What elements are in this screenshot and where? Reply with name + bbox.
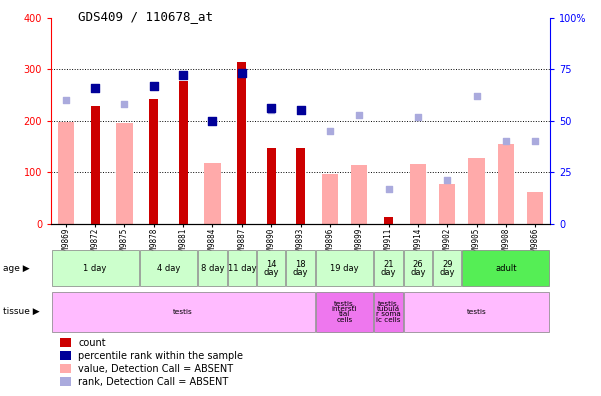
Point [266, 105, 276, 112]
Bar [178, 81, 188, 224]
Bar [322, 174, 338, 224]
Point [296, 107, 305, 114]
Bar [58, 122, 74, 224]
Point [149, 83, 159, 89]
Bar [498, 144, 514, 224]
Bar [228, 250, 256, 286]
Bar [52, 250, 138, 286]
Bar [52, 292, 314, 332]
Bar [139, 250, 197, 286]
Point [90, 85, 100, 91]
Text: testis,
tubula
r soma
ic cells: testis, tubula r soma ic cells [376, 301, 401, 323]
Bar [410, 164, 426, 224]
Bar [204, 163, 221, 224]
Point [208, 118, 218, 124]
Text: 18
day: 18 day [293, 260, 308, 277]
Point [120, 101, 129, 107]
Text: percentile rank within the sample: percentile rank within the sample [78, 350, 243, 361]
Point [472, 93, 481, 99]
Bar [374, 250, 403, 286]
Bar [117, 123, 132, 224]
Bar [404, 292, 549, 332]
Point [61, 97, 70, 103]
Point [296, 107, 305, 114]
Text: 14
day: 14 day [263, 260, 279, 277]
Bar [257, 250, 285, 286]
Point [501, 138, 511, 145]
Bar [469, 158, 484, 224]
Bar [527, 192, 543, 224]
Bar [374, 292, 403, 332]
Text: 26
day: 26 day [410, 260, 426, 277]
Point [413, 114, 423, 120]
Point [237, 70, 246, 76]
Point [383, 186, 393, 192]
Bar [433, 250, 462, 286]
Bar [316, 292, 373, 332]
Bar [351, 165, 367, 224]
Text: age ▶: age ▶ [3, 264, 29, 273]
Text: 1 day: 1 day [84, 264, 107, 273]
Point [442, 177, 452, 184]
Bar [287, 250, 314, 286]
Point [266, 107, 276, 114]
Text: value, Detection Call = ABSENT: value, Detection Call = ABSENT [78, 364, 233, 374]
Bar [404, 250, 432, 286]
Point [325, 128, 335, 134]
Text: GDS409 / 110678_at: GDS409 / 110678_at [78, 10, 213, 23]
Point [355, 111, 364, 118]
Text: 19 day: 19 day [330, 264, 359, 273]
Text: adult: adult [495, 264, 517, 273]
Text: 8 day: 8 day [201, 264, 224, 273]
Point [178, 72, 188, 79]
Text: 21
day: 21 day [381, 260, 396, 277]
Text: testis,
intersti
tial
cells: testis, intersti tial cells [332, 301, 357, 323]
Bar [316, 250, 373, 286]
Text: testis: testis [173, 309, 193, 315]
Bar [384, 217, 393, 224]
Bar [267, 148, 276, 224]
Text: 29
day: 29 day [439, 260, 455, 277]
Point [531, 138, 540, 145]
Bar [149, 99, 158, 224]
Bar [237, 61, 246, 224]
Bar [296, 148, 305, 224]
Text: 11 day: 11 day [228, 264, 256, 273]
Bar [439, 184, 456, 224]
Text: count: count [78, 337, 106, 348]
Text: testis: testis [467, 309, 486, 315]
Text: tissue ▶: tissue ▶ [3, 307, 40, 316]
Text: rank, Detection Call = ABSENT: rank, Detection Call = ABSENT [78, 377, 228, 387]
Bar [463, 250, 549, 286]
Bar [198, 250, 227, 286]
Bar [91, 107, 100, 224]
Text: 4 day: 4 day [157, 264, 180, 273]
